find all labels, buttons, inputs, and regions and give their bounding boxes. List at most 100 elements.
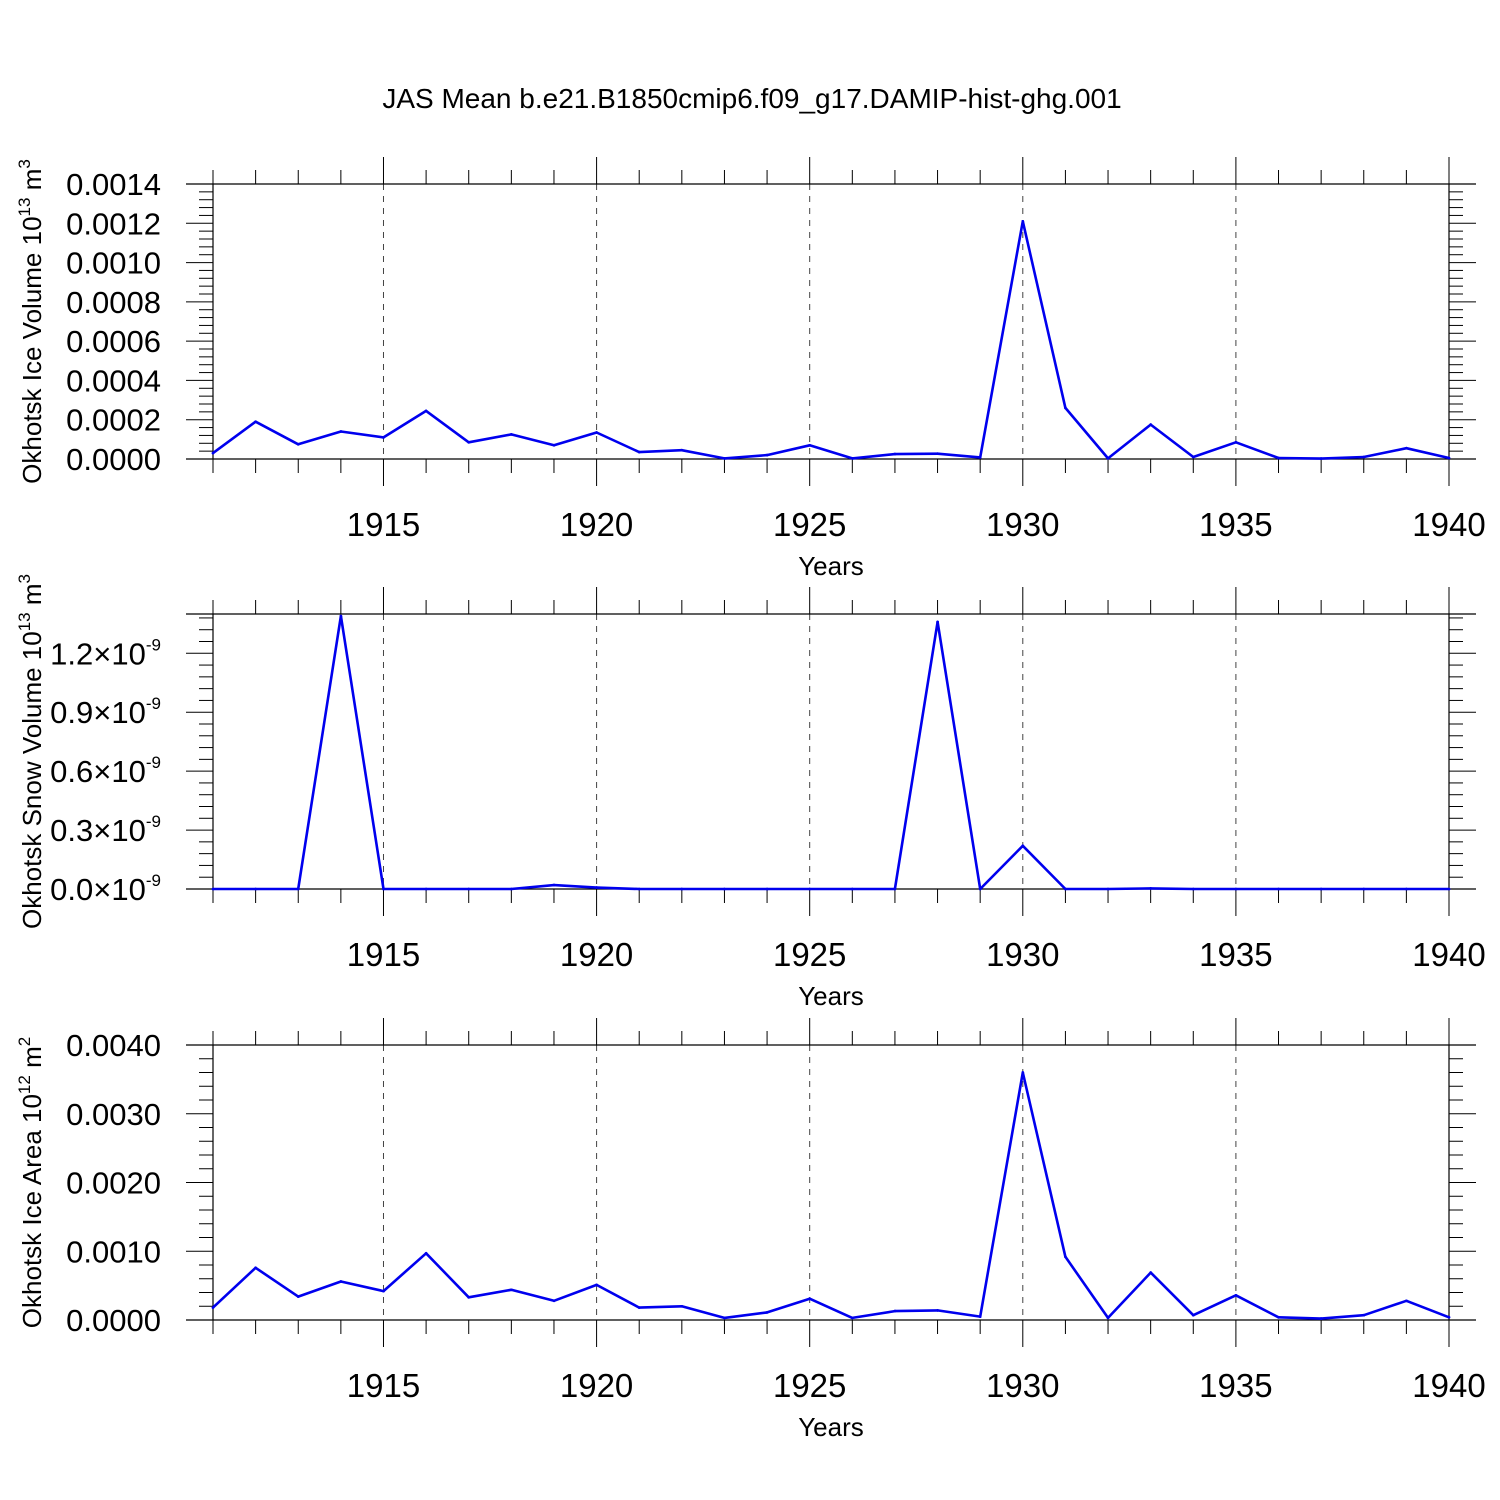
y-tick-label: 0.0000: [66, 1303, 161, 1338]
data-point-1914: [339, 614, 343, 618]
data-point-1940: [1447, 1316, 1451, 1319]
series-segment-1927-1928: [893, 1309, 939, 1313]
y-tick-label: 1.2×10-9: [50, 635, 161, 671]
y-tick-times: ×: [93, 754, 111, 789]
data-point-1919: [552, 1299, 556, 1303]
y-tick-label: 0.0040: [66, 1028, 161, 1063]
y-tick-base: 10: [111, 636, 145, 671]
y-tick-exponent: -9: [146, 635, 161, 654]
series-segment-1912-1913: [254, 1266, 300, 1298]
series-segment-1923-1924: [723, 1311, 769, 1320]
series-segment-1931-1932: [1064, 1255, 1110, 1320]
series-segment-1919-1920: [552, 883, 598, 889]
series-segment-1934-1935: [1192, 440, 1238, 459]
series-segment-1924-1925: [765, 1297, 812, 1314]
x-tick-label: 1925: [773, 1367, 846, 1404]
data-point-1936: [1277, 456, 1280, 460]
data-point-1921: [637, 450, 641, 454]
x-tick-label: 1925: [773, 936, 846, 973]
x-axis-label: Years: [798, 981, 864, 1011]
data-point-1935: [1234, 1294, 1238, 1297]
data-point-1930: [1021, 1071, 1025, 1074]
data-point-1936: [1277, 1316, 1280, 1319]
data-point-1937: [1319, 1317, 1323, 1320]
data-point-1935: [1234, 441, 1238, 444]
y-tick-exponent: -9: [146, 871, 161, 890]
x-tick-label: 1930: [986, 506, 1059, 543]
data-point-1914: [339, 430, 343, 433]
data-point-1923: [723, 1316, 726, 1320]
series-segment-1914-1915: [339, 430, 385, 439]
data-point-1936: [1277, 887, 1280, 891]
y-tick-label: 0.6×10-9: [50, 753, 161, 789]
data-point-1933: [1149, 423, 1152, 426]
data-point-1928: [936, 620, 939, 624]
y-tick-label: 0.0008: [66, 285, 161, 320]
series-segment-1918-1919: [509, 1288, 556, 1303]
x-tick-label: 1915: [347, 1367, 420, 1404]
series-segment-1932-1933: [1106, 1271, 1152, 1320]
data-point-1925: [808, 1297, 811, 1300]
data-point-1922: [680, 1305, 684, 1308]
data-point-1915: [382, 436, 385, 439]
data-point-1914: [339, 1280, 343, 1283]
series-segment-1925-1926: [808, 443, 854, 460]
series-segment-1938-1939: [1362, 1299, 1408, 1317]
data-point-1927: [893, 1309, 897, 1313]
data-point-1920: [595, 431, 598, 434]
x-tick-label: 1930: [986, 1367, 1059, 1404]
data-point-1911: [211, 451, 215, 455]
data-point-1918: [510, 1288, 513, 1292]
series-segment-1929-1930: [978, 844, 1025, 891]
x-tick-label: 1915: [347, 506, 420, 543]
series-segment-1935-1936: [1234, 440, 1280, 460]
data-point-1929: [978, 456, 982, 459]
x-tick-label: 1935: [1199, 506, 1272, 543]
data-point-1922: [680, 887, 684, 891]
series-segment-1927-1928: [893, 620, 939, 891]
series-segment-1930-1931: [1021, 844, 1067, 891]
series-segment-1924-1925: [765, 443, 812, 457]
x-axis-label: Years: [798, 1412, 864, 1442]
series-segment-1929-1930: [978, 1071, 1025, 1318]
y-tick-exponent: -9: [146, 812, 161, 831]
data-point-1929: [978, 887, 982, 891]
series-segment-1914-1915: [339, 614, 385, 891]
data-point-1938: [1362, 455, 1366, 459]
data-point-1916: [424, 887, 428, 891]
data-point-1924: [765, 453, 769, 457]
data-point-1912: [254, 887, 257, 891]
data-point-1933: [1149, 887, 1152, 890]
chart-panel-2: 1915 1920 1925 1930 1935 19400.0×10-90.3×10-9…: [15, 574, 1486, 1011]
data-point-1927: [893, 887, 897, 891]
data-point-1911: [211, 887, 215, 891]
series-segment-1939-1940: [1405, 446, 1451, 460]
x-tick-label: 1940: [1412, 506, 1485, 543]
data-point-1913: [296, 443, 300, 446]
series-segment-1932-1933: [1106, 887, 1152, 891]
x-tick-label: 1925: [773, 506, 846, 543]
series-segment-1931-1932: [1064, 406, 1110, 460]
series-segment-1936-1937: [1277, 1316, 1323, 1320]
series-segment-1920-1921: [595, 431, 641, 454]
y-axis-label-unit: m: [17, 169, 47, 198]
x-tick-label: 1920: [560, 1367, 633, 1404]
y-axis-label-exp: 12: [15, 1075, 34, 1094]
series-segment-1930-1931: [1021, 220, 1067, 410]
data-point-1920: [595, 886, 598, 889]
data-point-1926: [851, 1316, 854, 1320]
series-segment-1936-1937: [1277, 456, 1323, 460]
y-tick-times: ×: [93, 636, 111, 671]
series-segment-1912-1913: [254, 420, 300, 446]
chart-panel-3: 1915 1920 1925 1930 1935 1940 0.0000 0.0010 0.00…: [15, 1018, 1486, 1442]
y-axis-label-exp: 13: [15, 612, 34, 631]
y-tick-base: 10: [111, 872, 145, 907]
data-point-1930: [1021, 220, 1025, 223]
series-segment-1928-1929: [936, 620, 982, 891]
series-segment-1913-1914: [296, 430, 343, 446]
y-axis-label-exp: 13: [15, 198, 34, 217]
data-point-1924: [765, 1311, 769, 1314]
series-segment-1926-1927: [850, 452, 897, 460]
data-point-1929: [978, 1315, 982, 1318]
